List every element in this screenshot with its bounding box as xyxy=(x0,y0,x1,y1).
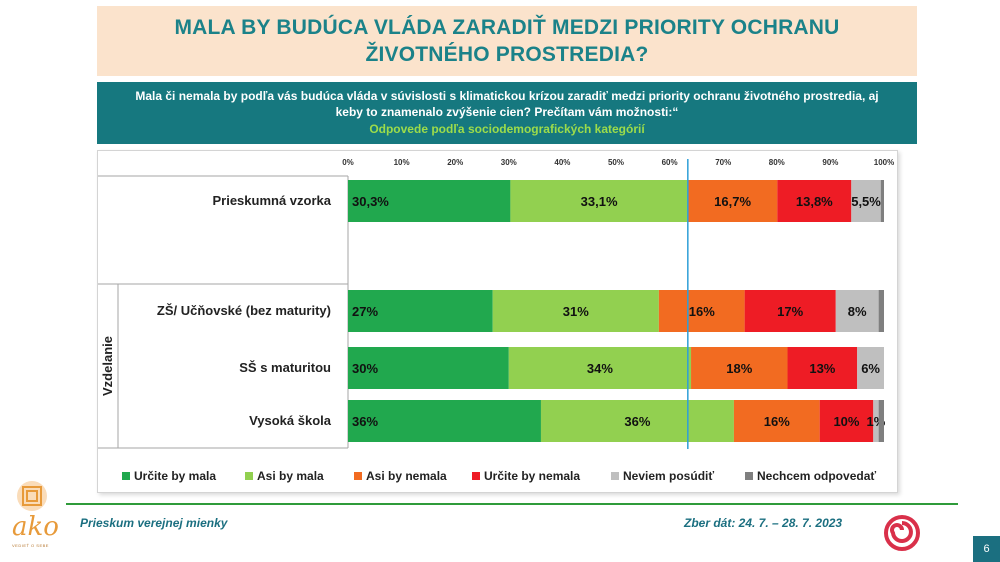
bar-segment xyxy=(508,347,692,389)
footer-divider xyxy=(66,503,958,505)
legend-swatch xyxy=(472,472,480,480)
bar-data-label: 6% xyxy=(861,361,880,376)
x-tick-label: 10% xyxy=(394,158,410,167)
bar-data-label: 36% xyxy=(624,414,650,429)
bar-segment xyxy=(857,347,884,389)
bar-segment xyxy=(880,180,884,222)
page-number: 6 xyxy=(973,536,1000,562)
bar-segment xyxy=(510,180,688,222)
x-tick-label: 30% xyxy=(501,158,517,167)
bar-segment xyxy=(348,290,493,332)
legend-swatch xyxy=(245,472,253,480)
bar-data-label: 31% xyxy=(563,304,589,319)
chart-frame: 0% 10% 20% 30% 40% 50% 60% 70% 80% 90% 100% Priesku… xyxy=(97,150,898,493)
legend-label: Asi by nemala xyxy=(366,469,447,483)
x-tick-label: 50% xyxy=(608,158,624,167)
bar-segment xyxy=(540,400,734,442)
legend-swatch xyxy=(611,472,619,480)
bar-segment xyxy=(835,290,879,332)
bar-data-label: 10% xyxy=(833,414,859,429)
logo-wordmark: ako xyxy=(12,512,59,542)
category-label: Prieskumná vzorka xyxy=(212,193,331,208)
legend-swatch xyxy=(122,472,130,480)
bar-data-label: 36% xyxy=(352,414,378,429)
title-banner: MALA BY BUDÚCA VLÁDA ZARADIŤ MEDZI PRIOR… xyxy=(97,6,917,76)
bar-data-label: 16% xyxy=(689,304,715,319)
category-label: Vysoká škola xyxy=(249,413,332,428)
x-tick-label: 80% xyxy=(769,158,785,167)
legend-label: Nechcem odpovedať xyxy=(757,469,876,483)
x-tick-label: 0% xyxy=(342,158,354,167)
bar-segment xyxy=(744,290,836,332)
footer-survey-label: Prieskum verejnej mienky xyxy=(80,516,228,530)
legend-swatch xyxy=(354,472,362,480)
bar-segment xyxy=(851,180,881,222)
x-tick-label: 60% xyxy=(662,158,678,167)
question-subtitle: Odpovede podľa sociodemografických kateg… xyxy=(369,122,645,136)
bar-segment xyxy=(878,400,884,442)
bar-segment xyxy=(348,347,509,389)
spiral-brand-icon xyxy=(884,515,920,551)
bar-data-label: 33,1% xyxy=(581,194,618,209)
ako-logo-icon xyxy=(17,481,47,511)
logo-tagline: VEDIEŤ O SEBE xyxy=(12,543,49,548)
bar-data-label: 8% xyxy=(848,304,867,319)
bar-data-label: 17% xyxy=(777,304,803,319)
page-title: MALA BY BUDÚCA VLÁDA ZARADIŤ MEDZI PRIOR… xyxy=(174,16,840,66)
footer-collection-date: Zber dát: 24. 7. – 28. 7. 2023 xyxy=(684,516,843,530)
bar-segment xyxy=(348,400,541,442)
x-tick-label: 70% xyxy=(715,158,731,167)
x-tick-label: 20% xyxy=(447,158,463,167)
bar-segment xyxy=(658,290,745,332)
category-label: ZŠ/ Učňovské (bez maturity) xyxy=(157,303,331,318)
stacked-bar-chart: 0% 10% 20% 30% 40% 50% 60% 70% 80% 90% 100% Priesku… xyxy=(98,158,894,483)
bar-segment xyxy=(348,180,511,222)
bar-data-label: 5,5% xyxy=(851,194,881,209)
legend-swatch xyxy=(745,472,753,480)
group-label: Vzdelanie xyxy=(100,336,115,396)
bar-segment xyxy=(777,180,852,222)
bar-data-label: 16,7% xyxy=(714,194,751,209)
bar-data-label: 30% xyxy=(352,361,378,376)
bar-data-label: 34% xyxy=(587,361,613,376)
legend-label: Určite by mala xyxy=(134,469,216,483)
category-label: SŠ s maturitou xyxy=(239,360,331,375)
x-tick-label: 90% xyxy=(822,158,838,167)
bar-data-label: 13,8% xyxy=(796,194,833,209)
bar-segment xyxy=(878,290,884,332)
x-tick-label: 40% xyxy=(554,158,570,167)
bar-segment xyxy=(787,347,858,389)
bar-data-label: 13% xyxy=(809,361,835,376)
bar-data-label: 30,3% xyxy=(352,194,389,209)
bar-segment xyxy=(691,347,788,389)
x-tick-label: 100% xyxy=(874,158,894,167)
legend-label: Určite by nemala xyxy=(484,469,580,483)
bar-data-label: 16% xyxy=(764,414,790,429)
bar-segment xyxy=(873,400,879,442)
bar-segment xyxy=(492,290,659,332)
bar-segment xyxy=(733,400,820,442)
bar-segment xyxy=(819,400,874,442)
bar-data-label: 18% xyxy=(726,361,752,376)
question-banner: Mala či nemala by podľa vás budúca vláda… xyxy=(97,82,917,144)
legend-label: Asi by mala xyxy=(257,469,324,483)
legend-label: Neviem posúdiť xyxy=(623,469,714,483)
bar-data-label: 27% xyxy=(352,304,378,319)
bar-segment xyxy=(687,180,778,222)
question-text: Mala či nemala by podľa vás budúca vláda… xyxy=(135,89,879,119)
